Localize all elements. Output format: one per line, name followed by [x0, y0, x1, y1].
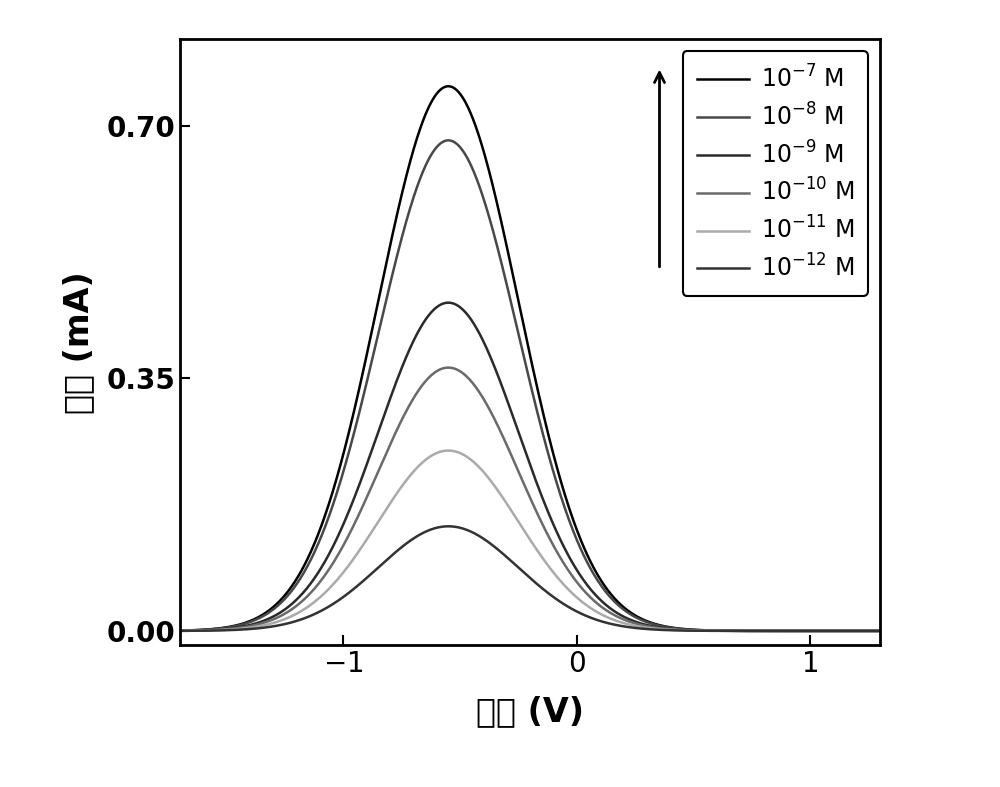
Y-axis label: 电流 (mA): 电流 (mA): [62, 271, 95, 414]
Legend: $10^{-7}$ M, $10^{-8}$ M, $10^{-9}$ M, $10^{-10}$ M, $10^{-11}$ M, $10^{-12}$ M: $10^{-7}$ M, $10^{-8}$ M, $10^{-9}$ M, $…: [683, 51, 868, 296]
X-axis label: 电位 (V): 电位 (V): [476, 695, 584, 728]
